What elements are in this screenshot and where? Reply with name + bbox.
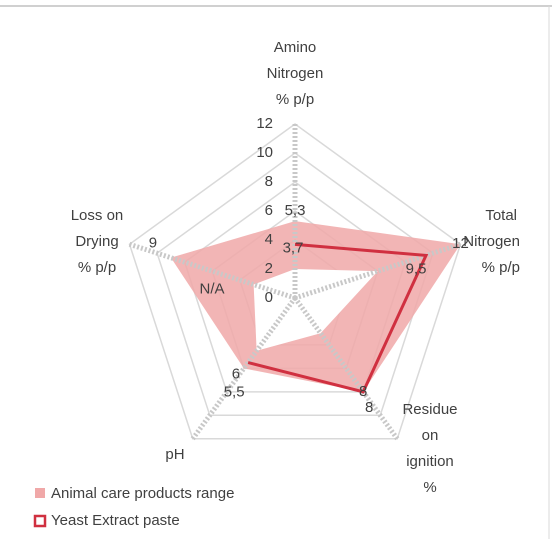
category-label: % p/p: [276, 91, 314, 108]
value-label: 9,5: [406, 260, 427, 277]
r-tick-label: 0: [265, 289, 273, 306]
r-tick-label: 8: [265, 173, 273, 190]
value-label: 12: [452, 235, 469, 252]
legend-swatch: [35, 488, 45, 498]
value-label: 8: [359, 383, 367, 400]
category-label: Amino: [274, 39, 317, 56]
r-tick-label: 12: [256, 115, 273, 132]
legend-label: Yeast Extract paste: [51, 512, 180, 529]
r-tick-label: 10: [256, 144, 273, 161]
r-tick-label: 2: [265, 260, 273, 277]
legend-swatch: [33, 514, 47, 528]
legend-label: Animal care products range: [51, 485, 234, 502]
value-label: 5,3: [285, 202, 306, 219]
category-label: Loss on: [71, 207, 124, 224]
r-tick-label: 4: [265, 231, 273, 248]
category-label: Residue: [402, 401, 457, 418]
category-label: Nitrogen: [463, 233, 520, 250]
category-label: Nitrogen: [267, 65, 324, 82]
r-tick-label: 6: [265, 202, 273, 219]
grid-line: [156, 152, 434, 417]
axis-spoke: [128, 241, 296, 301]
value-label: 9: [149, 235, 157, 252]
axis-spoke: [190, 296, 298, 441]
value-label: 3,7: [283, 239, 304, 256]
category-label: on: [422, 427, 439, 444]
category-label: %: [423, 479, 436, 496]
value-label: N/A: [200, 281, 225, 298]
category-label: Drying: [75, 233, 118, 250]
category-label: % p/p: [482, 259, 520, 276]
value-label: 6: [232, 365, 240, 382]
category-label: % p/p: [78, 259, 116, 276]
series-line: [247, 242, 429, 394]
value-label: 8: [365, 399, 373, 416]
value-label: 5,5: [224, 383, 245, 400]
axis-spoke: [294, 241, 462, 301]
range-inner: [253, 269, 378, 351]
category-label: ignition: [406, 453, 454, 470]
axis-spoke: [292, 296, 400, 441]
category-label: Total: [485, 207, 517, 224]
category-label: pH: [165, 446, 184, 463]
grid-line: [128, 123, 462, 440]
